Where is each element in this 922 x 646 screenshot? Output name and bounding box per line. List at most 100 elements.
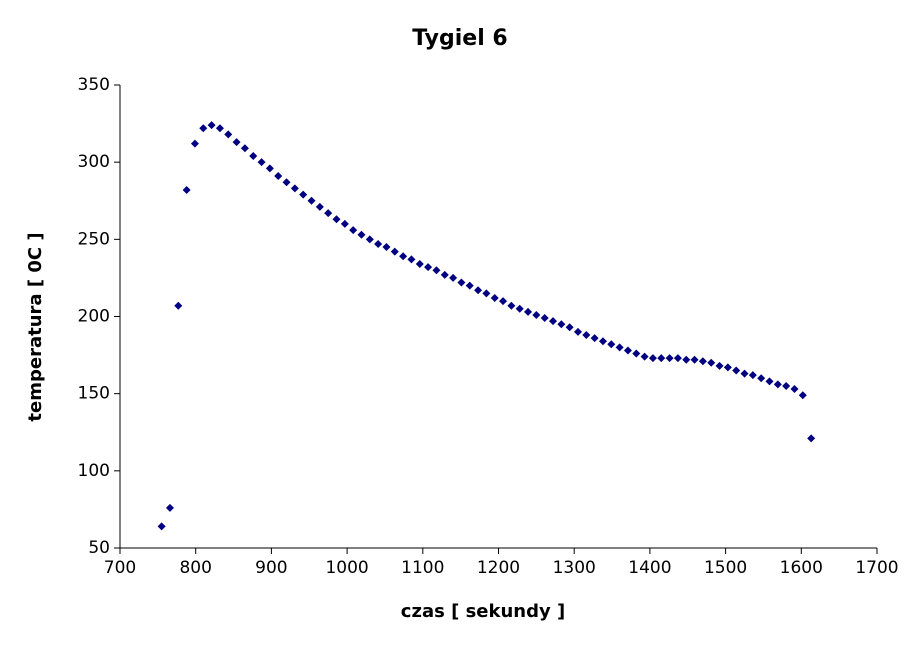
x-tick-label: 900 bbox=[255, 558, 287, 578]
data-point bbox=[474, 286, 483, 295]
data-point bbox=[282, 178, 291, 187]
data-point bbox=[324, 209, 333, 218]
data-point bbox=[157, 522, 166, 531]
data-point bbox=[690, 355, 699, 364]
data-point bbox=[540, 314, 549, 323]
data-point bbox=[765, 377, 774, 386]
x-tick-label: 1700 bbox=[855, 558, 898, 578]
x-tick-label: 1500 bbox=[704, 558, 747, 578]
data-point bbox=[615, 343, 624, 352]
data-point bbox=[682, 355, 691, 364]
data-point bbox=[723, 363, 732, 372]
data-point bbox=[798, 391, 807, 400]
data-point bbox=[407, 255, 416, 264]
data-point bbox=[773, 380, 782, 389]
data-point bbox=[565, 323, 574, 332]
data-point bbox=[515, 304, 524, 313]
data-point bbox=[165, 503, 174, 512]
data-point bbox=[740, 369, 749, 378]
y-tick-label: 250 bbox=[78, 229, 110, 249]
data-point bbox=[299, 190, 308, 199]
data-point bbox=[598, 337, 607, 346]
data-point bbox=[265, 164, 274, 173]
data-point bbox=[490, 293, 499, 302]
data-point bbox=[457, 278, 466, 287]
data-point bbox=[399, 252, 408, 261]
data-point bbox=[524, 307, 533, 316]
data-point bbox=[257, 158, 266, 167]
y-tick-label: 50 bbox=[88, 538, 110, 558]
data-point bbox=[349, 226, 358, 235]
data-point bbox=[199, 124, 208, 133]
data-point bbox=[207, 121, 216, 130]
x-axis-title: czas [ sekundy ] bbox=[401, 601, 565, 622]
data-point bbox=[390, 247, 399, 256]
y-tick-label: 150 bbox=[78, 384, 110, 404]
data-point bbox=[432, 266, 441, 275]
data-point bbox=[748, 371, 757, 380]
y-tick-label: 200 bbox=[78, 307, 110, 327]
data-point bbox=[790, 385, 799, 394]
data-point bbox=[232, 138, 241, 147]
data-point bbox=[332, 215, 341, 224]
data-point bbox=[757, 374, 766, 383]
data-point bbox=[532, 310, 541, 319]
data-point bbox=[648, 354, 657, 363]
data-point bbox=[732, 366, 741, 375]
data-point bbox=[657, 354, 666, 363]
data-point bbox=[499, 297, 508, 306]
data-point bbox=[465, 281, 474, 290]
data-point bbox=[249, 151, 258, 160]
data-point bbox=[315, 202, 324, 211]
data-point bbox=[182, 185, 191, 194]
data-point bbox=[424, 263, 433, 272]
data-point bbox=[673, 354, 682, 363]
data-point bbox=[573, 327, 582, 336]
data-point bbox=[665, 354, 674, 363]
x-tick-label: 1200 bbox=[477, 558, 520, 578]
data-point bbox=[290, 184, 299, 193]
data-point bbox=[215, 124, 224, 133]
data-point bbox=[357, 230, 366, 239]
data-point bbox=[707, 358, 716, 367]
data-point bbox=[507, 301, 516, 310]
data-point bbox=[224, 130, 233, 139]
data-point bbox=[482, 289, 491, 298]
x-tick-label: 800 bbox=[179, 558, 211, 578]
x-tick-label: 1100 bbox=[401, 558, 444, 578]
data-point bbox=[382, 243, 391, 252]
data-point bbox=[449, 273, 458, 282]
data-point bbox=[582, 331, 591, 340]
data-point bbox=[440, 270, 449, 279]
x-tick-label: 1000 bbox=[325, 558, 368, 578]
chart-title: Tygiel 6 bbox=[412, 26, 507, 51]
data-point bbox=[715, 361, 724, 370]
data-point bbox=[340, 219, 349, 228]
data-point bbox=[190, 139, 199, 148]
data-point bbox=[374, 239, 383, 248]
x-tick-label: 1600 bbox=[780, 558, 823, 578]
y-tick-label: 300 bbox=[78, 152, 110, 172]
y-axis-title: temperatura [ 0C ] bbox=[25, 232, 46, 421]
data-point bbox=[590, 334, 599, 343]
data-point bbox=[557, 320, 566, 329]
data-point bbox=[307, 196, 316, 205]
data-point bbox=[274, 172, 283, 181]
data-point bbox=[549, 317, 558, 326]
data-point bbox=[782, 381, 791, 390]
data-point bbox=[640, 352, 649, 361]
y-tick-label: 100 bbox=[78, 461, 110, 481]
data-point bbox=[632, 349, 641, 358]
y-tick-label: 350 bbox=[78, 75, 110, 95]
data-point bbox=[698, 357, 707, 366]
data-point bbox=[240, 144, 249, 153]
x-tick-label: 1400 bbox=[628, 558, 671, 578]
data-point bbox=[174, 301, 183, 310]
data-point bbox=[807, 434, 816, 443]
x-tick-label: 1300 bbox=[553, 558, 596, 578]
data-point bbox=[623, 346, 632, 355]
data-point bbox=[415, 260, 424, 269]
data-point bbox=[607, 340, 616, 349]
x-tick-label: 700 bbox=[104, 558, 136, 578]
